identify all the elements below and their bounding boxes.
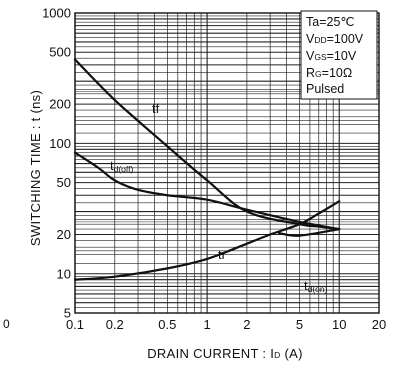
x-axis-title-unit: (A)	[281, 346, 303, 361]
y-axis-title: SWITCHING TIME : t (ns)	[28, 90, 43, 246]
condition-ta: Ta=25℃	[306, 15, 354, 29]
series-label-tdon-main: t	[304, 278, 308, 293]
x-tick-label: 1	[203, 317, 210, 332]
y-tick-label: 20	[57, 227, 71, 242]
plot-frame	[74, 12, 380, 314]
series-lines	[73, 58, 341, 281]
y-tick-label: 5	[64, 306, 71, 321]
series-label-tr: tr	[218, 247, 227, 262]
y-tick-label: 1000	[42, 6, 71, 21]
condition-vdd: VDD=100V	[306, 32, 364, 46]
series-label-tdon: td(on)	[304, 278, 328, 294]
conditions-box: Ta=25℃ VDD=100V VGS=10V RG=10Ω Pulsed	[300, 10, 378, 100]
condition-rg-main: R	[306, 66, 315, 80]
condition-vgs-main: V	[306, 49, 315, 63]
condition-mode: Pulsed	[306, 82, 344, 96]
series-label-tdoff: td(off)	[110, 158, 133, 174]
y-tick-label: 100	[49, 136, 71, 151]
series-line-tdon	[277, 228, 341, 237]
x-tick-label: 0.1	[66, 317, 84, 332]
x-tick-label: 20	[372, 317, 386, 332]
x-tick-label: 5	[296, 317, 303, 332]
y-tick-label: 10	[57, 266, 71, 281]
y-tick-label: 200	[49, 97, 71, 112]
condition-vgs-rest: =10V	[327, 49, 357, 63]
condition-vdd-rest: =100V	[327, 32, 364, 46]
axes: 0.1 0.2 0.5 1 2 5 10 20 5 10 20 50 100 200 500 1000	[42, 6, 386, 333]
series-label-tf: tf	[152, 101, 160, 116]
series-line-tr	[73, 200, 341, 281]
x-axis-title-main: DRAIN CURRENT : I	[147, 346, 274, 361]
series-label-tdon-sub: d(on)	[308, 284, 328, 294]
condition-rg: RG=10Ω	[306, 66, 352, 80]
condition-rg-sub: G	[315, 69, 322, 79]
x-tick-label: 2	[243, 317, 250, 332]
condition-vgs: VGS=10V	[306, 49, 357, 63]
condition-vgs-sub: GS	[314, 52, 327, 62]
x-tick-label: 0.2	[106, 317, 124, 332]
x-axis-title: DRAIN CURRENT : ID (A)	[147, 346, 303, 361]
series-labels: tf td(off) tr td(on)	[110, 101, 328, 294]
series-label-tdoff-sub: d(off)	[114, 164, 134, 174]
x-axis-title-sub: D	[274, 350, 280, 360]
condition-vdd-sub: DD	[314, 35, 326, 45]
condition-vdd-main: V	[306, 32, 315, 46]
x-tick-label: 10	[332, 317, 346, 332]
series-line-tdoff	[73, 151, 341, 231]
y-tick-label: 500	[49, 45, 71, 60]
series-label-tdoff-main: t	[110, 158, 114, 173]
series-line-tf	[73, 58, 341, 231]
y-tick-label: 50	[57, 175, 71, 190]
condition-rg-rest: =10Ω	[322, 66, 353, 80]
conditions-box-frame	[300, 10, 378, 100]
x-tick-label: 0.5	[158, 317, 176, 332]
stray-tick-text: 0	[3, 317, 10, 331]
